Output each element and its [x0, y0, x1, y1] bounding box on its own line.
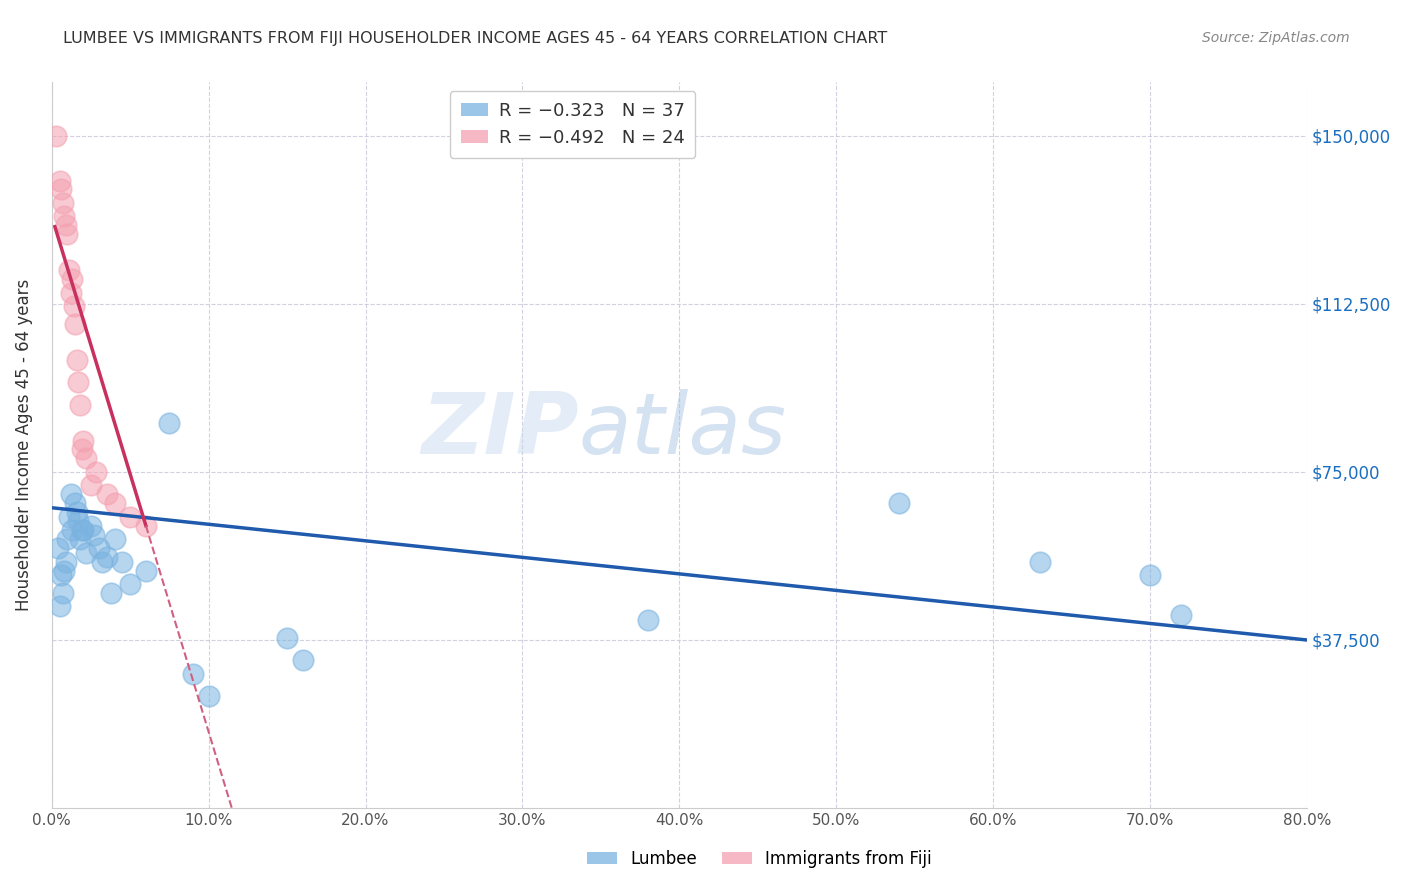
Point	[55, 219, 77, 233]
Point	[69, 532, 91, 546]
Point	[91, 555, 114, 569]
Y-axis label: Householder Income Ages 45 - 64 years: Householder Income Ages 45 - 64 years	[15, 279, 32, 611]
Point	[46, 541, 69, 555]
Point	[291, 653, 314, 667]
Point	[52, 195, 75, 210]
Legend: Lumbee, Immigrants from Fiji: Lumbee, Immigrants from Fiji	[581, 844, 938, 875]
Point	[83, 527, 105, 541]
Text: ZIP: ZIP	[422, 389, 579, 472]
Point	[111, 555, 134, 569]
Point	[48, 599, 70, 614]
Point	[1029, 555, 1052, 569]
Point	[60, 523, 83, 537]
Point	[120, 577, 142, 591]
Point	[55, 555, 77, 569]
Point	[65, 317, 87, 331]
Point	[1139, 568, 1161, 582]
Point	[1170, 608, 1192, 623]
Point	[197, 689, 219, 703]
Text: LUMBEE VS IMMIGRANTS FROM FIJI HOUSEHOLDER INCOME AGES 45 - 64 YEARS CORRELATION: LUMBEE VS IMMIGRANTS FROM FIJI HOUSEHOLD…	[63, 31, 887, 46]
Point	[66, 352, 89, 367]
Point	[72, 523, 94, 537]
Point	[135, 564, 157, 578]
Point	[51, 568, 73, 582]
Point	[276, 631, 298, 645]
Point	[70, 523, 93, 537]
Point	[67, 376, 90, 390]
Point	[120, 509, 142, 524]
Point	[637, 613, 659, 627]
Point	[59, 487, 82, 501]
Point	[58, 263, 80, 277]
Point	[100, 586, 122, 600]
Text: atlas: atlas	[579, 389, 787, 472]
Point	[75, 545, 97, 559]
Point	[53, 210, 76, 224]
Point	[70, 442, 93, 457]
Point	[48, 173, 70, 187]
Point	[56, 532, 79, 546]
Text: Source: ZipAtlas.com: Source: ZipAtlas.com	[1202, 31, 1350, 45]
Point	[87, 541, 110, 555]
Point	[96, 487, 118, 501]
Legend: R = −0.323   N = 37, R = −0.492   N = 24: R = −0.323 N = 37, R = −0.492 N = 24	[450, 91, 696, 158]
Point	[84, 465, 107, 479]
Point	[69, 398, 91, 412]
Point	[67, 514, 90, 528]
Point	[65, 496, 87, 510]
Point	[62, 299, 84, 313]
Point	[135, 518, 157, 533]
Point	[80, 518, 103, 533]
Point	[56, 227, 79, 242]
Point	[103, 496, 125, 510]
Point	[66, 505, 89, 519]
Point	[52, 586, 75, 600]
Point	[58, 509, 80, 524]
Point	[53, 564, 76, 578]
Point	[45, 128, 67, 143]
Point	[59, 285, 82, 300]
Point	[887, 496, 910, 510]
Point	[103, 532, 125, 546]
Point	[75, 451, 97, 466]
Point	[60, 272, 83, 286]
Point	[181, 666, 204, 681]
Point	[72, 434, 94, 448]
Point	[96, 550, 118, 565]
Point	[157, 416, 180, 430]
Point	[80, 478, 103, 492]
Point	[51, 182, 73, 196]
